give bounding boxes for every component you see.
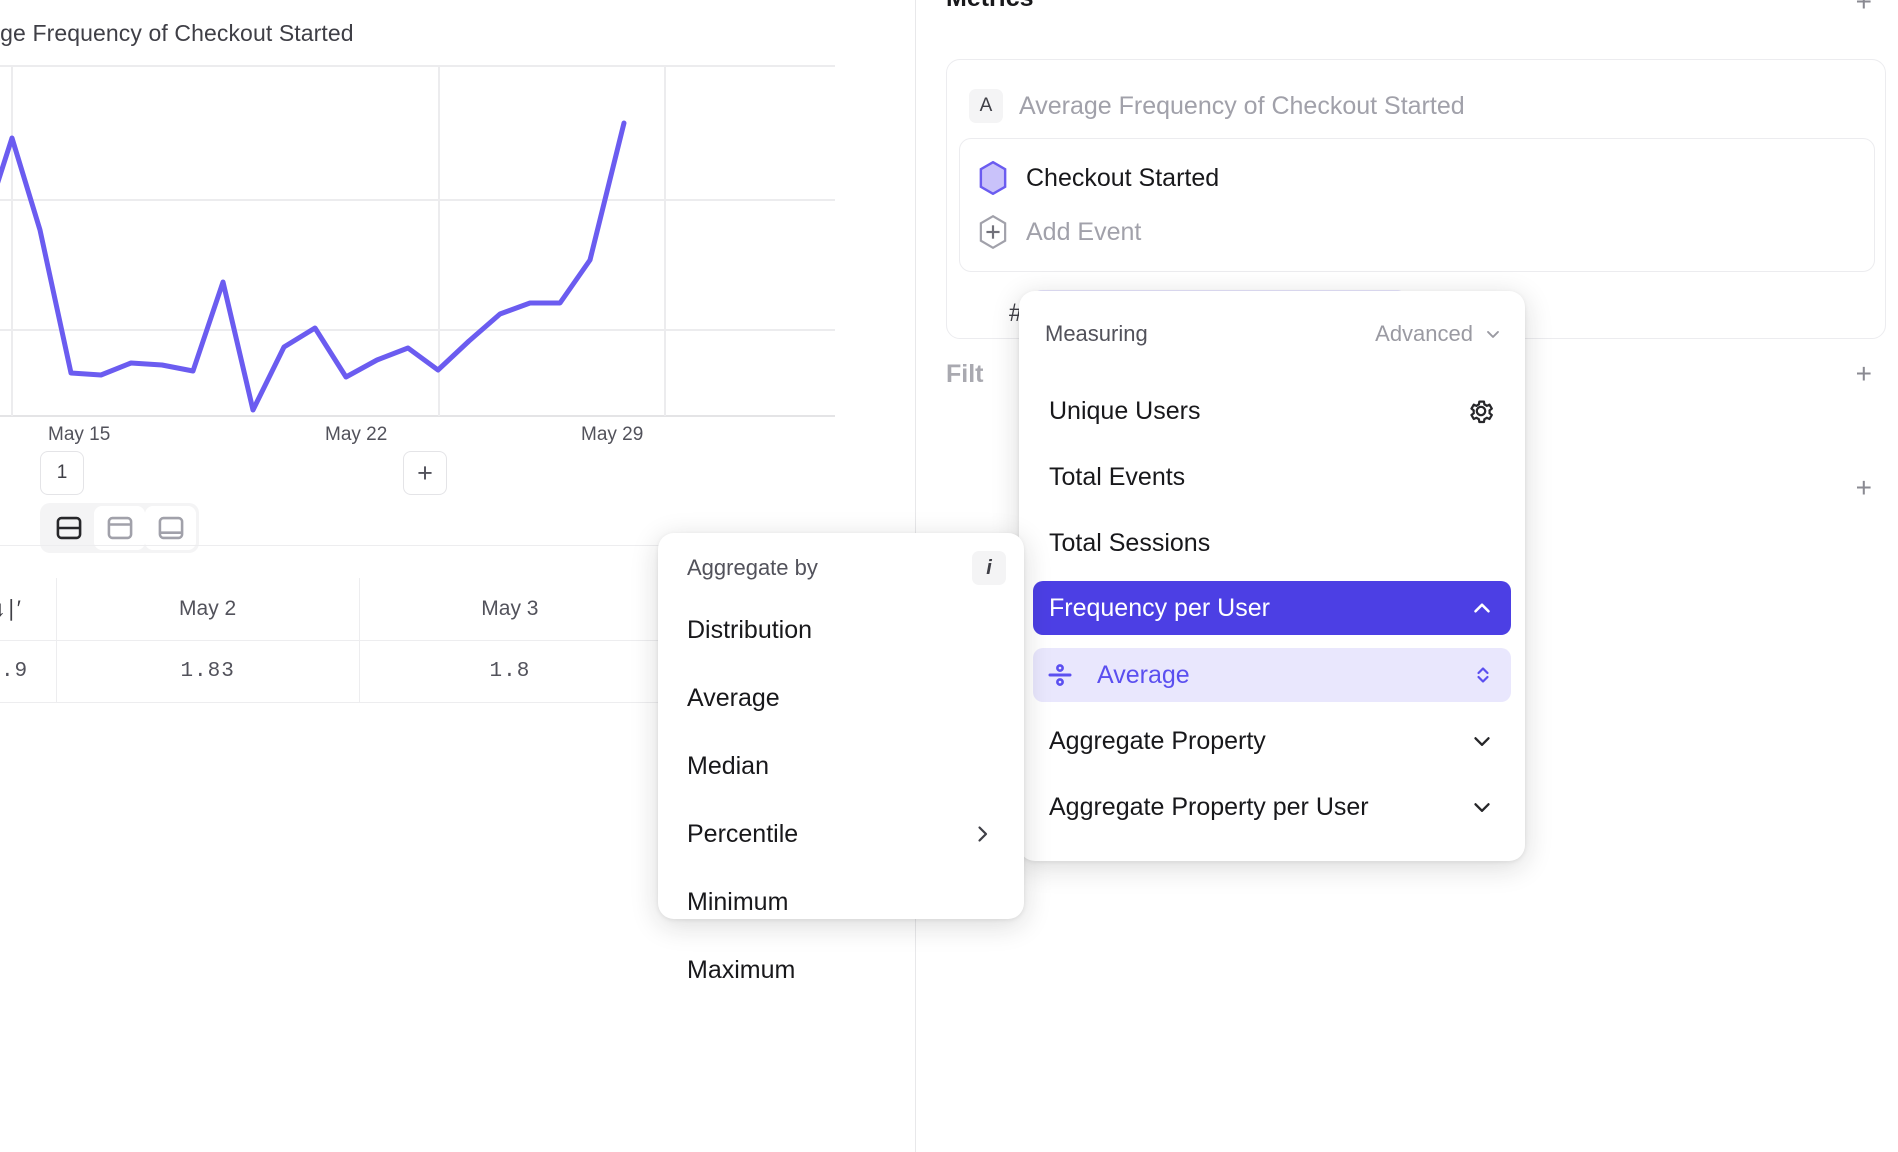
event-label: Checkout Started xyxy=(1026,163,1220,192)
chart-gridlines-horizontal xyxy=(0,65,835,417)
layout-chart-only-option[interactable] xyxy=(94,506,145,550)
add-event-row[interactable]: Add Event xyxy=(978,209,1141,255)
layout-table-only-option[interactable] xyxy=(145,506,196,550)
table-cell-row-value: 1.9 xyxy=(0,640,57,703)
data-table: ↓∣′ May 2 May 3 1.9 1.83 1.8 xyxy=(0,578,660,703)
menu-item-unique-users[interactable]: Unique Users xyxy=(1033,384,1511,438)
aggregate-item-label: Minimum xyxy=(687,887,789,916)
measuring-title: Measuring xyxy=(1045,321,1148,346)
menu-item-label: Aggregate Property per User xyxy=(1049,792,1369,821)
x-tick-may-22: May 22 xyxy=(325,424,388,445)
advanced-label: Advanced xyxy=(1375,321,1473,346)
aggregate-item-label: Percentile xyxy=(687,819,799,848)
chevron-down-icon xyxy=(1474,737,1490,746)
aggregate-item-distribution[interactable]: Distribution xyxy=(668,605,1014,655)
event-list-box: Checkout Started Add Event xyxy=(959,138,1875,272)
menu-item-frequency-per-user[interactable]: Frequency per User xyxy=(1033,581,1511,635)
add-filter-button[interactable]: + xyxy=(1855,358,1872,389)
split-horizontal-icon xyxy=(56,516,81,540)
hexagon-icon xyxy=(979,161,1007,195)
sort-descending-icon: ↓∣′ xyxy=(0,595,21,621)
table-header-may-2[interactable]: May 2 xyxy=(56,578,360,641)
menu-item-label: Average xyxy=(1097,660,1190,689)
info-icon[interactable]: i xyxy=(972,551,1006,585)
aggregate-item-median[interactable]: Median xyxy=(668,741,1014,791)
aggregate-item-maximum[interactable]: Maximum xyxy=(668,945,1014,995)
table-header-row: ↓∣′ May 2 May 3 xyxy=(0,578,660,641)
divide-icon xyxy=(1048,664,1072,686)
menu-item-total-events[interactable]: Total Events xyxy=(1033,450,1511,504)
chart-pagination-row: 1 + xyxy=(40,451,460,495)
chevron-down-icon xyxy=(1487,331,1499,338)
menu-item-label: Unique Users xyxy=(1049,396,1201,425)
x-tick-may-15: May 15 xyxy=(48,424,111,445)
line-chart xyxy=(0,60,835,420)
menu-item-label: Total Events xyxy=(1049,462,1186,491)
chevron-right-icon xyxy=(978,826,988,842)
chevron-down-icon xyxy=(1474,803,1490,812)
table-row: 1.9 1.83 1.8 xyxy=(0,640,660,703)
event-row-checkout-started[interactable]: Checkout Started xyxy=(978,155,1219,201)
add-event-label: Add Event xyxy=(1026,217,1142,246)
aggregate-item-label: Median xyxy=(687,751,769,780)
advanced-toggle[interactable]: Advanced xyxy=(1375,321,1503,347)
chart-only-icon xyxy=(107,516,132,540)
x-tick-may-29: May 29 xyxy=(581,424,644,445)
layout-split-horizontal-option[interactable] xyxy=(43,506,94,550)
table-cell-may-2: 1.83 xyxy=(56,640,360,703)
aggregate-item-average[interactable]: Average xyxy=(668,673,1014,723)
aggregate-item-percentile[interactable]: Percentile xyxy=(668,809,1014,859)
chevron-updown-icon xyxy=(1477,667,1489,683)
menu-item-aggregate-property-per-user[interactable]: Aggregate Property per User xyxy=(1033,780,1511,834)
hexagon-plus-icon xyxy=(979,215,1007,249)
chart-series-line xyxy=(0,120,627,413)
table-only-icon xyxy=(158,516,183,540)
table-cell-may-3: 1.8 xyxy=(359,640,660,703)
add-chart-button[interactable]: + xyxy=(403,451,447,495)
aggregate-item-minimum[interactable]: Minimum xyxy=(668,877,1014,927)
chart-svg xyxy=(0,65,835,417)
metric-letter-badge: A xyxy=(969,89,1003,123)
add-metric-button[interactable]: + xyxy=(1855,0,1872,17)
aggregate-item-label: Maximum xyxy=(687,955,796,984)
add-breakdown-button[interactable]: + xyxy=(1855,472,1872,503)
table-header-may-3[interactable]: May 3 xyxy=(359,578,660,641)
filters-heading: Filt xyxy=(946,360,984,388)
gear-icon[interactable] xyxy=(1467,397,1495,425)
section-divider xyxy=(0,545,916,546)
chevron-up-icon xyxy=(1474,603,1490,613)
chart-gridlines-vertical xyxy=(11,66,666,416)
page-number-button[interactable]: 1 xyxy=(40,451,84,495)
menu-item-aggregate-property[interactable]: Aggregate Property xyxy=(1033,714,1511,768)
menu-item-label: Frequency per User xyxy=(1049,593,1270,622)
aggregate-by-header: Aggregate by i xyxy=(658,551,1024,585)
menu-item-total-sessions[interactable]: Total Sessions xyxy=(1033,516,1511,570)
metrics-heading: Metrics xyxy=(946,0,1034,13)
menu-item-label: Total Sessions xyxy=(1049,528,1211,557)
chart-title: Average Frequency of Checkout Started xyxy=(0,20,354,46)
metric-name-input[interactable]: Average Frequency of Checkout Started xyxy=(1019,91,1465,120)
layout-toggle-group[interactable] xyxy=(40,503,199,553)
menu-item-average[interactable]: Average xyxy=(1033,648,1511,702)
aggregate-by-dropdown: Aggregate by i Distribution Average Medi… xyxy=(658,533,1024,984)
aggregate-by-title: Aggregate by xyxy=(687,555,818,580)
measuring-dropdown: Measuring Advanced Unique Users Total Ev… xyxy=(1019,291,1525,861)
sort-column-header[interactable]: ↓∣′ xyxy=(0,578,57,641)
aggregate-item-label: Distribution xyxy=(687,615,813,644)
aggregate-item-label: Average xyxy=(687,683,780,712)
metric-name-row[interactable]: A Average Frequency of Checkout Started xyxy=(969,82,1465,130)
menu-item-label: Aggregate Property xyxy=(1049,726,1266,755)
measuring-dropdown-header: Measuring Advanced xyxy=(1019,321,1525,347)
